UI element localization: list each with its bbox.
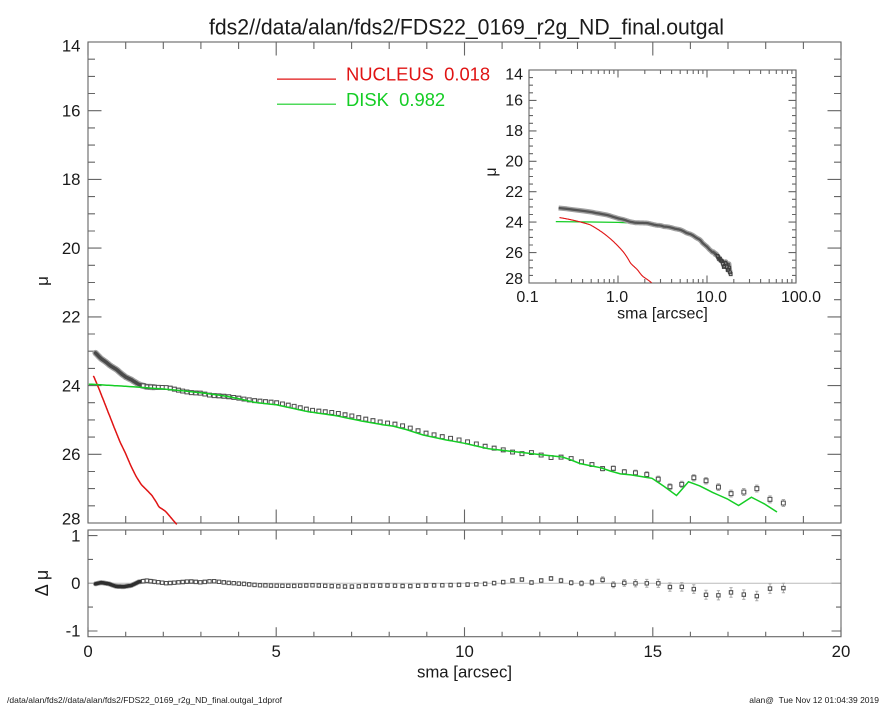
svg-text:10.0: 10.0: [696, 289, 727, 306]
svg-text:0: 0: [83, 642, 92, 661]
svg-text:NUCLEUS 0.018: NUCLEUS 0.018: [346, 64, 490, 85]
svg-text:alan@ Tue Nov 12 01:04:39 201: alan@ Tue Nov 12 01:04:39 2019: [749, 695, 879, 705]
svg-text:5: 5: [272, 642, 281, 661]
svg-text:sma [arcsec]: sma [arcsec]: [417, 663, 512, 682]
svg-text:sma [arcsec]: sma [arcsec]: [617, 306, 708, 323]
svg-text:fds2//data/alan/fds2/FDS22_016: fds2//data/alan/fds2/FDS22_0169_r2g_ND_f…: [209, 15, 724, 40]
svg-text:μ: μ: [33, 276, 52, 286]
svg-text:20: 20: [505, 154, 523, 171]
svg-text:18: 18: [505, 123, 523, 140]
svg-text:/data/alan/fds2//data/alan/fds: /data/alan/fds2//data/alan/fds2/FDS22_01…: [7, 695, 283, 705]
svg-text:Δ μ: Δ μ: [32, 570, 52, 596]
svg-text:100.0: 100.0: [781, 289, 821, 306]
svg-text:16: 16: [62, 101, 81, 120]
svg-text:28: 28: [505, 271, 523, 288]
svg-text:18: 18: [62, 170, 81, 189]
svg-text:-1: -1: [66, 622, 81, 641]
svg-text:15: 15: [643, 642, 662, 661]
svg-text:μ: μ: [483, 167, 500, 176]
svg-text:26: 26: [62, 445, 81, 464]
svg-text:14: 14: [505, 67, 523, 84]
svg-text:1: 1: [71, 526, 80, 545]
svg-text:20: 20: [62, 239, 81, 258]
svg-text:22: 22: [505, 184, 523, 201]
svg-text:0.1: 0.1: [516, 289, 538, 306]
svg-text:24: 24: [62, 376, 81, 395]
svg-text:22: 22: [62, 308, 81, 327]
svg-text:26: 26: [505, 245, 523, 262]
svg-text:20: 20: [832, 642, 851, 661]
svg-text:28: 28: [62, 510, 81, 529]
svg-text:0: 0: [71, 574, 80, 593]
svg-text:24: 24: [505, 214, 523, 231]
svg-text:14: 14: [62, 37, 81, 56]
svg-text:10: 10: [455, 642, 474, 661]
svg-text:16: 16: [505, 93, 523, 110]
svg-text:DISK 0.982: DISK 0.982: [346, 89, 445, 110]
svg-text:1.0: 1.0: [606, 289, 628, 306]
